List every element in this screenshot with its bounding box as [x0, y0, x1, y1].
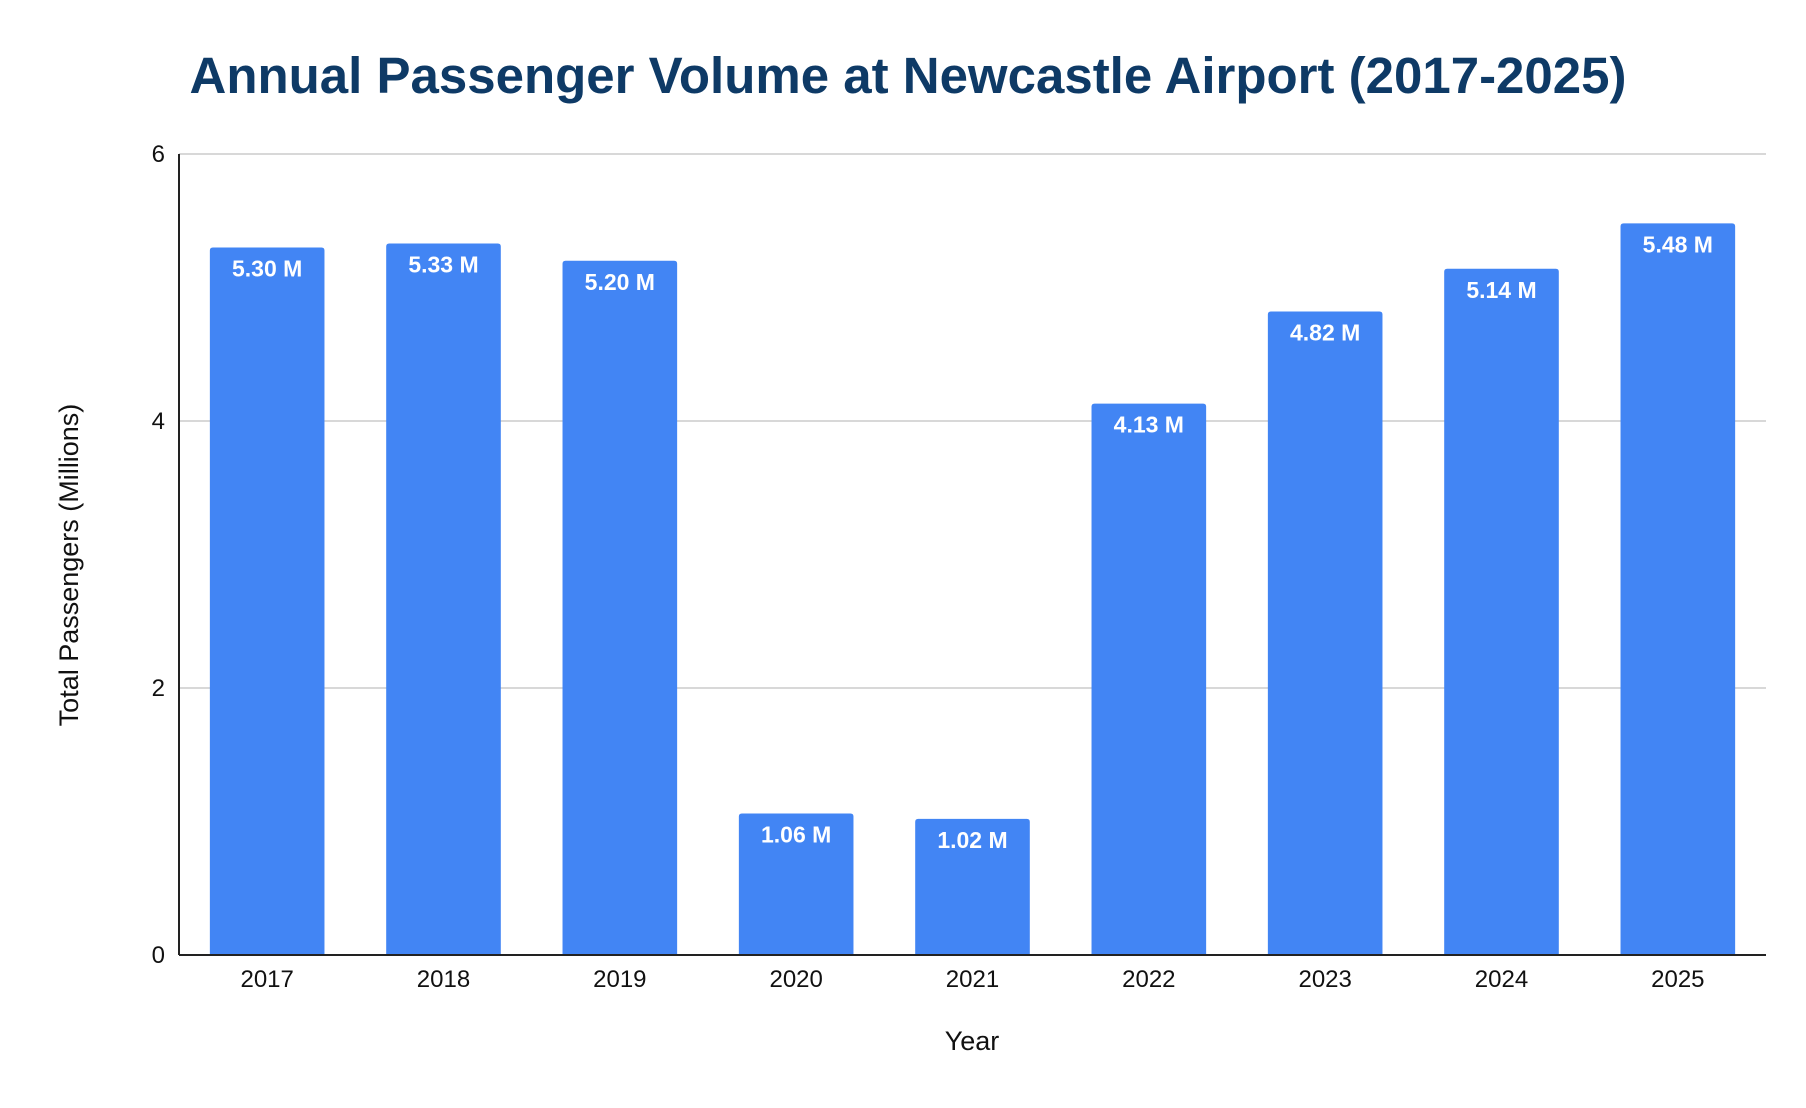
x-tick-label: 2020: [769, 966, 822, 993]
data-label-2021: 1.02 M: [937, 827, 1007, 853]
y-tick-label: 2: [152, 675, 165, 702]
data-label-2025: 5.48 M: [1643, 231, 1713, 257]
data-label-2023: 4.82 M: [1290, 320, 1360, 346]
y-tick-label: 6: [152, 141, 165, 168]
y-tick-label: 0: [152, 942, 165, 969]
data-labels: 5.30 M 5.33 M 5.20 M 1.06 M 1.02 M 4.13 M 4.82…: [232, 231, 1713, 852]
bar-2025: [1620, 223, 1736, 956]
x-tick-label: 2025: [1651, 966, 1704, 993]
y-axis-ticks: 0 2 4 6: [152, 141, 165, 969]
chart-title: Annual Passenger Volume at Newcastle Air…: [189, 47, 1626, 104]
x-tick-label: 2019: [593, 966, 646, 993]
x-tick-label: 2023: [1298, 966, 1351, 993]
bar-2019: [562, 260, 678, 955]
x-tick-label: 2018: [417, 966, 470, 993]
x-tick-label: 2024: [1475, 966, 1528, 993]
data-label-2020: 1.06 M: [761, 821, 831, 847]
x-tick-label: 2022: [1122, 966, 1175, 993]
bar-2022: [1091, 403, 1207, 955]
bars: [209, 223, 1736, 956]
data-label-2018: 5.33 M: [408, 251, 478, 277]
bar-2020: [738, 813, 854, 955]
bar-2017: [209, 247, 325, 955]
x-tick-label: 2017: [240, 966, 293, 993]
bar-2023: [1267, 311, 1383, 955]
x-axis-ticks: 2017 2018 2019 2020 2021 2022 2023 2024 2025: [240, 966, 1704, 993]
y-axis-title: Total Passengers (Millions): [54, 404, 84, 727]
bar-2021: [915, 818, 1030, 955]
data-label-2022: 4.13 M: [1114, 412, 1184, 438]
bar-2024: [1444, 268, 1559, 955]
y-tick-label: 4: [152, 408, 165, 435]
bar-2018: [386, 243, 501, 955]
x-axis-title: Year: [945, 1026, 1000, 1056]
data-label-2024: 5.14 M: [1466, 277, 1536, 303]
x-tick-label: 2021: [946, 966, 999, 993]
data-label-2019: 5.20 M: [585, 269, 655, 295]
data-label-2017: 5.30 M: [232, 255, 302, 281]
